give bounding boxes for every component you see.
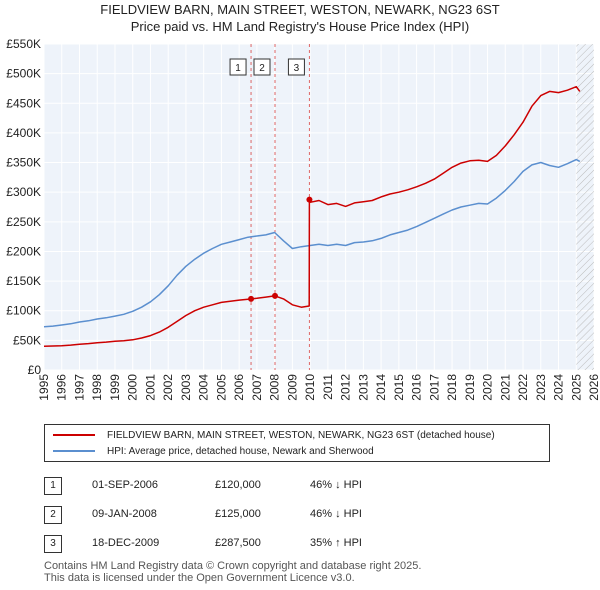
x-tick-label: 2001 bbox=[143, 374, 157, 401]
transaction-date: 18-DEC-2009 bbox=[92, 537, 160, 549]
x-tick-label: 1997 bbox=[72, 374, 86, 401]
y-tick-label: £500K bbox=[6, 67, 41, 81]
hpi-series-line bbox=[43, 158, 581, 328]
legend-property-swatch bbox=[53, 434, 95, 436]
y-tick-label: £350K bbox=[6, 156, 41, 170]
y-tick-label: £450K bbox=[6, 96, 41, 110]
x-tick-label: 2016 bbox=[410, 374, 424, 401]
sale-point bbox=[306, 196, 313, 203]
x-tick-label: 2022 bbox=[516, 374, 530, 401]
x-tick-label: 2017 bbox=[427, 374, 441, 401]
x-tick-label: 2006 bbox=[232, 374, 246, 401]
x-tick-label: 2000 bbox=[126, 374, 140, 401]
plot-background bbox=[44, 44, 594, 370]
x-tick-label: 2021 bbox=[498, 374, 512, 401]
transaction-price: £120,000 bbox=[215, 479, 261, 491]
transaction-date: 01-SEP-2006 bbox=[92, 479, 159, 491]
x-tick-label: 2014 bbox=[374, 374, 388, 401]
sale-marker-label: 3 bbox=[294, 63, 300, 74]
transaction-number: 1 bbox=[44, 477, 62, 495]
y-tick-label: £550K bbox=[6, 37, 41, 51]
x-tick-label: 2023 bbox=[534, 374, 548, 401]
y-tick-label: £250K bbox=[6, 215, 41, 229]
sale-marker-box bbox=[287, 58, 305, 76]
x-tick-label: 2008 bbox=[268, 374, 282, 401]
footer: Contains HM Land Registry data © Crown c… bbox=[44, 560, 421, 584]
legend-hpi-label: HPI: Average price, detached house, Newa… bbox=[107, 445, 374, 457]
x-tick-label: 2012 bbox=[339, 374, 353, 401]
transaction-hpi: 46% ↓ HPI bbox=[310, 479, 362, 491]
y-tick-label: £200K bbox=[6, 244, 41, 258]
sale-marker-box bbox=[229, 58, 247, 76]
sale-point bbox=[248, 295, 255, 302]
x-tick-label: 2002 bbox=[161, 374, 175, 401]
y-tick-label: £100K bbox=[6, 304, 41, 318]
x-tick-label: 2025 bbox=[569, 374, 583, 401]
x-tick-label: 1996 bbox=[55, 374, 69, 401]
x-tick-label: 2005 bbox=[214, 374, 228, 401]
chart-subtitle: Price paid vs. HM Land Registry's House … bbox=[130, 19, 470, 34]
x-tick-label: 2003 bbox=[179, 374, 193, 401]
transaction-number: 3 bbox=[44, 535, 62, 553]
y-tick-label: £400K bbox=[6, 126, 41, 140]
legend-hpi-swatch bbox=[53, 450, 95, 452]
transaction-hpi: 35% ↑ HPI bbox=[310, 537, 362, 549]
x-tick-label: 2018 bbox=[445, 374, 459, 401]
legend: FIELDVIEW BARN, MAIN STREET, WESTON, NEW… bbox=[44, 424, 550, 462]
y-tick-label: £150K bbox=[6, 274, 41, 288]
x-tick-label: 2020 bbox=[481, 374, 495, 401]
transaction-price: £125,000 bbox=[215, 508, 261, 520]
x-tick-label: 1998 bbox=[90, 374, 104, 401]
sale-marker-label: 2 bbox=[259, 63, 265, 74]
x-tick-label: 1999 bbox=[108, 374, 122, 401]
y-tick-label: £300K bbox=[6, 185, 41, 199]
y-tick-label: £50K bbox=[13, 333, 41, 347]
footer-copyright: Contains HM Land Registry data © Crown c… bbox=[44, 560, 422, 572]
sale-marker-label: 1 bbox=[235, 63, 241, 74]
forecast-hatch-area bbox=[576, 44, 594, 370]
y-tick-label: £0 bbox=[28, 363, 42, 377]
x-tick-label: 2024 bbox=[552, 374, 566, 401]
footer-license: This data is licensed under the Open Gov… bbox=[44, 572, 355, 584]
x-tick-label: 2009 bbox=[285, 374, 299, 401]
sale-point bbox=[272, 292, 278, 299]
transaction-number: 2 bbox=[44, 506, 62, 524]
sale-marker-box bbox=[253, 58, 271, 76]
x-tick-label: 1995 bbox=[37, 374, 51, 401]
x-tick-label: 2015 bbox=[392, 374, 406, 401]
legend-property-label: FIELDVIEW BARN, MAIN STREET, WESTON, NEW… bbox=[107, 429, 495, 441]
transaction-date: 09-JAN-2008 bbox=[92, 508, 157, 520]
x-tick-label: 2019 bbox=[463, 374, 477, 401]
x-tick-label: 2013 bbox=[356, 374, 370, 401]
chart-title: FIELDVIEW BARN, MAIN STREET, WESTON, NEW… bbox=[100, 2, 500, 17]
x-tick-label: 2010 bbox=[303, 374, 317, 401]
legend-hpi: HPI: Average price, detached house, Newa… bbox=[53, 444, 374, 458]
legend-property: FIELDVIEW BARN, MAIN STREET, WESTON, NEW… bbox=[53, 428, 495, 442]
price-chart: 1 2 3 £0 £50K £100K £150K £200K £250K £300K £350K £… bbox=[6, 37, 600, 401]
transaction-hpi: 46% ↓ HPI bbox=[310, 508, 362, 520]
x-tick-label: 2007 bbox=[250, 374, 264, 401]
property-series-line bbox=[43, 85, 581, 348]
transaction-price: £287,500 bbox=[215, 537, 261, 549]
x-tick-label: 2004 bbox=[197, 374, 211, 401]
x-tick-label: 2011 bbox=[321, 374, 335, 400]
x-tick-label: 2026 bbox=[587, 374, 600, 401]
